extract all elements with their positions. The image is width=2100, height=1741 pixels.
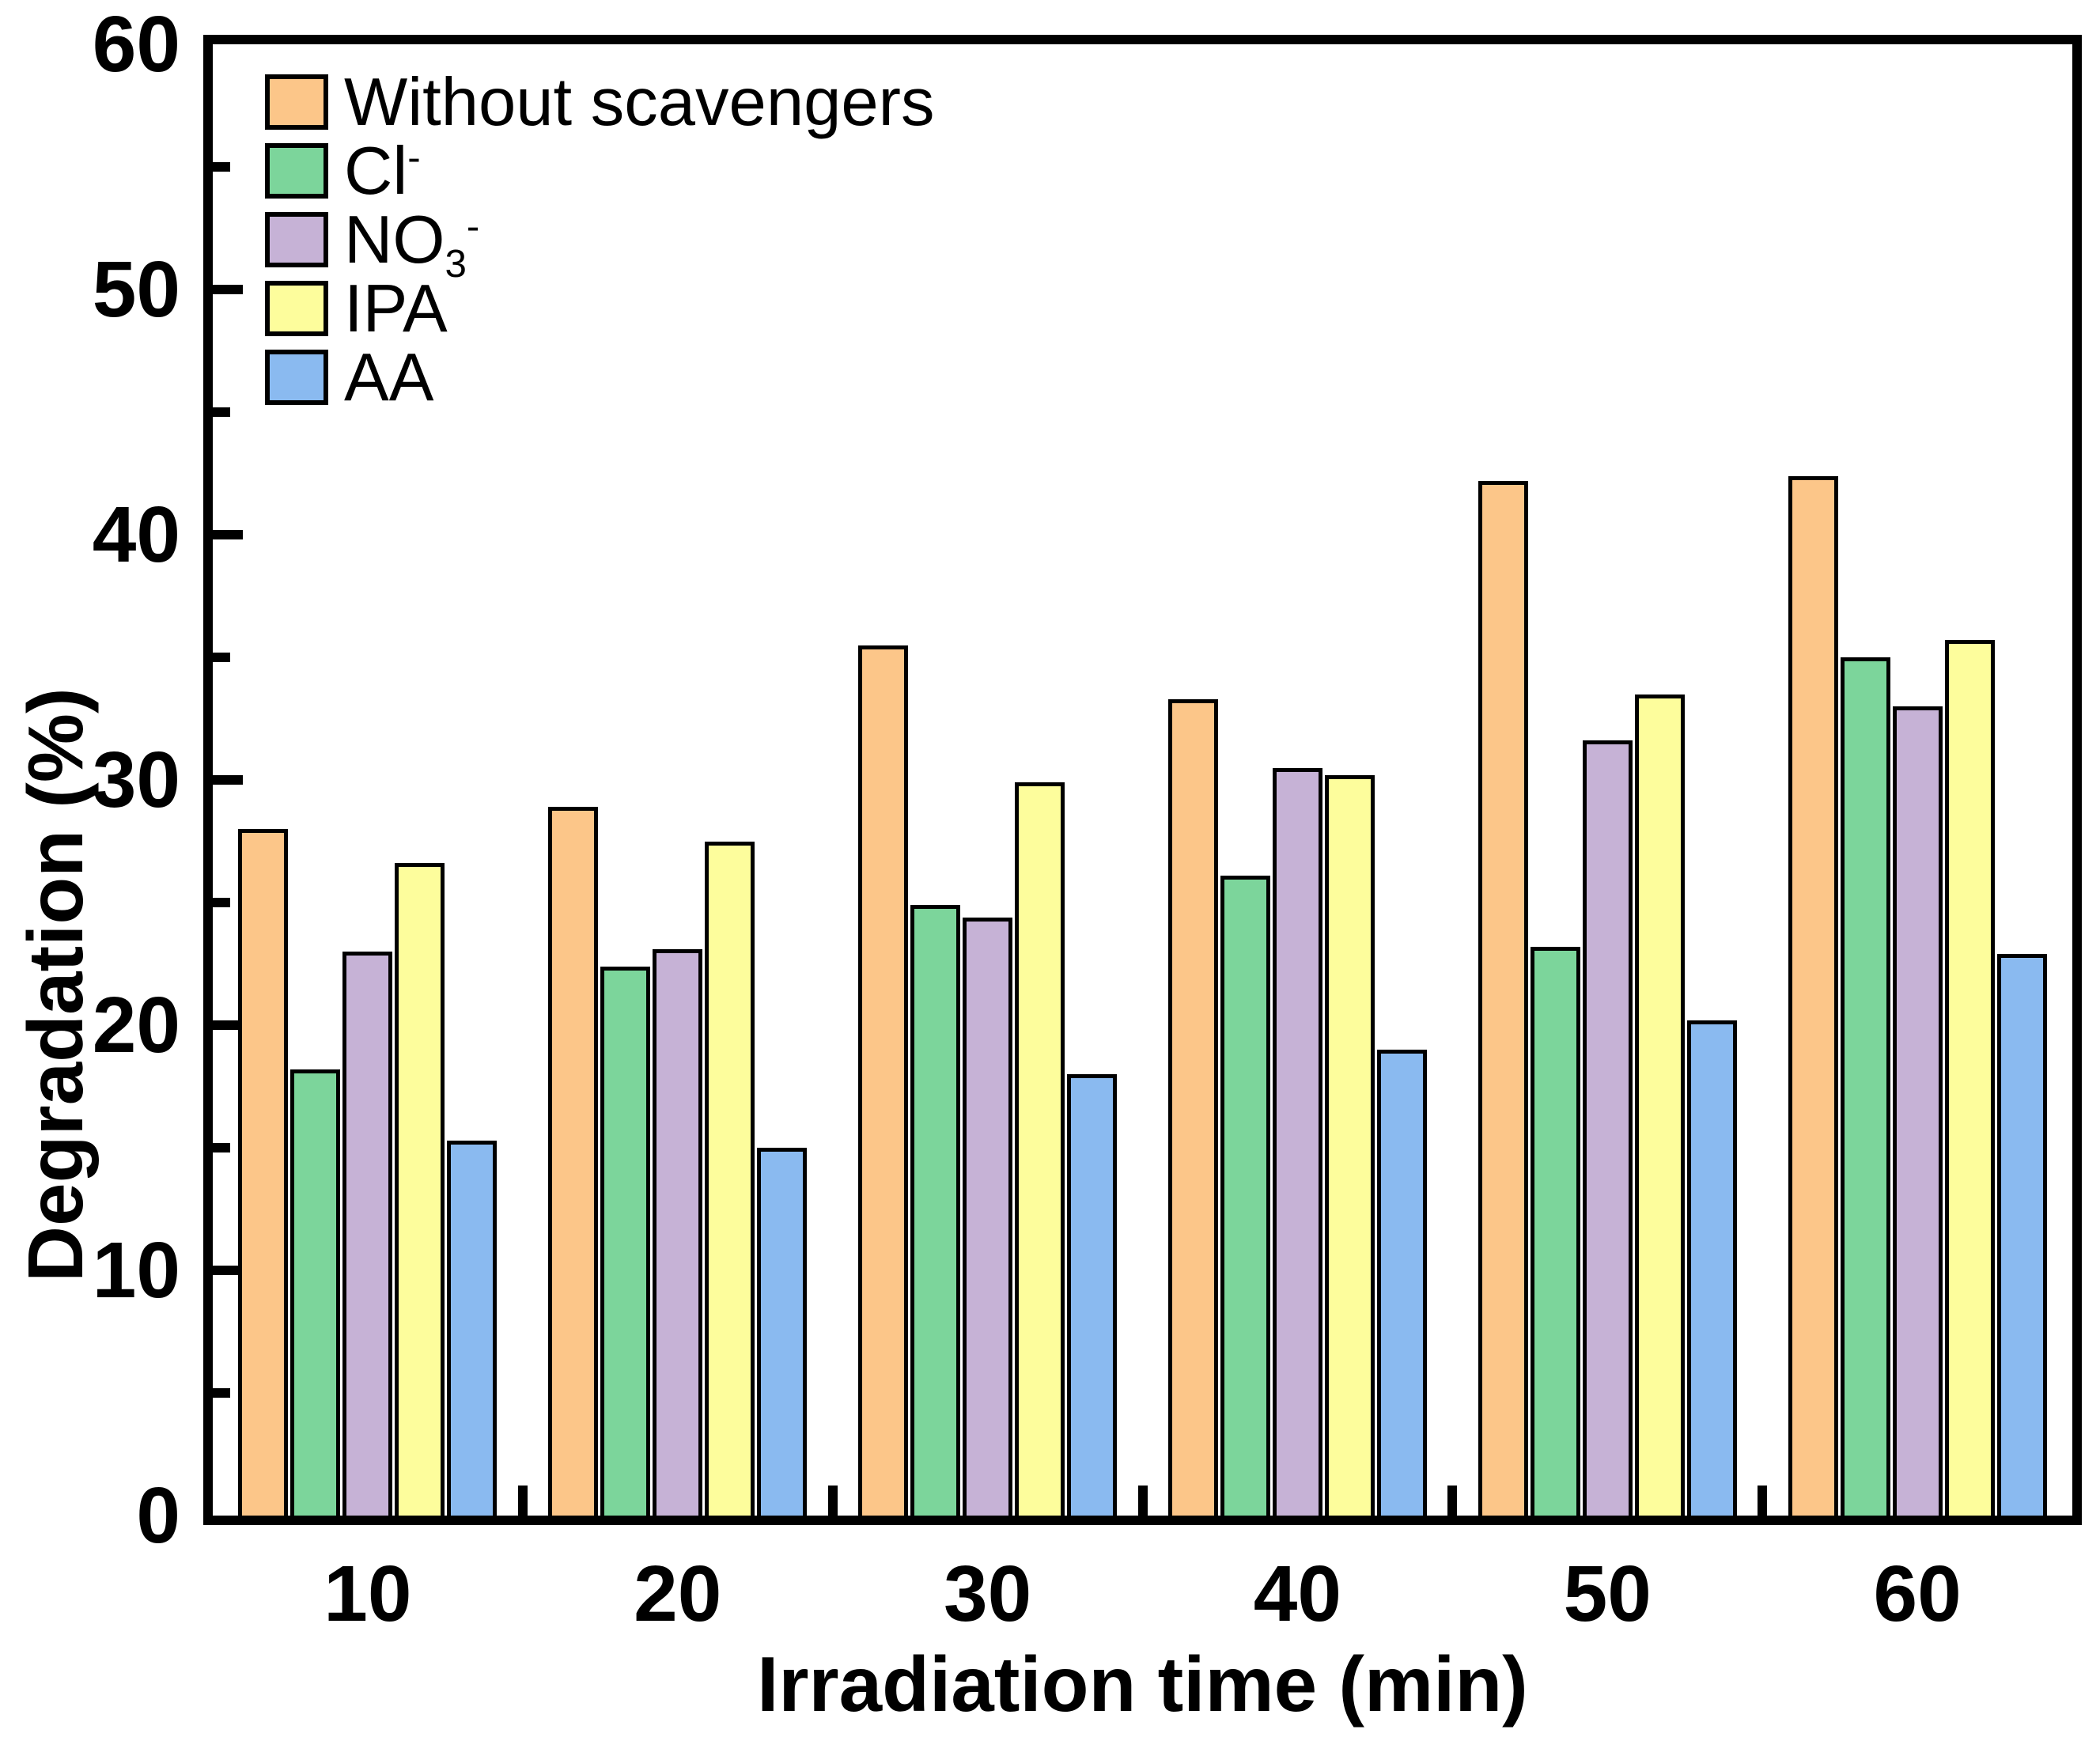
y-major-tick-40	[213, 529, 243, 539]
x-axis-tick-labels: 10 20 30 40 50 60	[213, 1554, 2072, 1649]
legend-label-cl: Cl-	[344, 133, 421, 209]
legend-item-ipa: IPA	[265, 275, 934, 343]
legend: Without scavengers Cl- NO3- IPA AA	[265, 69, 934, 418]
y-minor-tick-15	[213, 1143, 230, 1152]
bar-groups	[213, 44, 2072, 1516]
bar-ipa-40min	[1324, 774, 1375, 1516]
legend-swatch-aa	[265, 350, 328, 405]
bar-ipa-50min	[1634, 694, 1685, 1516]
bar-aa-20min	[757, 1148, 808, 1516]
bar-aa-50min	[1686, 1020, 1737, 1516]
bar-ipa-60min	[1944, 640, 1995, 1516]
bar-cl-50min	[1530, 946, 1580, 1516]
y-minor-tick-5	[213, 1388, 230, 1398]
bar-cl-40min	[1220, 875, 1270, 1516]
bar-cl-30min	[910, 905, 961, 1516]
bar-without-scavengers-10min	[238, 829, 289, 1516]
x-boundary-tick-5	[1758, 1486, 1768, 1516]
bar-ipa-10min	[395, 863, 445, 1516]
bar-aa-60min	[1996, 954, 2047, 1516]
x-boundary-tick-4	[1447, 1486, 1458, 1516]
bar-no3-60min	[1892, 706, 1943, 1516]
legend-swatch-cl	[265, 143, 328, 199]
bar-cl-20min	[600, 966, 651, 1516]
bar-group-20	[523, 44, 833, 1516]
bar-no3-20min	[653, 948, 703, 1516]
x-tick-label-20: 20	[634, 1550, 722, 1638]
bar-aa-10min	[447, 1140, 498, 1516]
legend-swatch-ipa	[265, 281, 328, 336]
legend-item-without-scavengers: Without scavengers	[265, 69, 934, 136]
y-minor-tick-35	[213, 653, 230, 662]
y-major-tick-10	[213, 1266, 243, 1275]
bar-group-30	[833, 44, 1143, 1516]
x-boundary-tick-3	[1137, 1486, 1148, 1516]
bar-group-10	[213, 44, 523, 1516]
legend-item-no3: NO3-	[265, 206, 934, 283]
legend-label-without-scavengers: Without scavengers	[344, 64, 935, 140]
legend-swatch-no3	[265, 212, 328, 267]
bar-without-scavengers-20min	[548, 807, 599, 1516]
y-minor-tick-45	[213, 407, 230, 417]
legend-label-ipa: IPA	[344, 271, 448, 346]
y-major-tick-20	[213, 1020, 243, 1030]
bar-cl-10min	[290, 1069, 341, 1516]
x-axis-ticks	[213, 44, 2072, 1516]
bar-without-scavengers-60min	[1788, 475, 1838, 1516]
bar-no3-30min	[963, 917, 1013, 1516]
bar-no3-10min	[342, 952, 393, 1516]
legend-item-cl: Cl-	[265, 138, 934, 205]
y-tick-label-10: 10	[92, 1226, 180, 1315]
x-boundary-tick-2	[827, 1486, 838, 1516]
x-boundary-tick-1	[517, 1486, 528, 1516]
legend-label-aa: AA	[344, 339, 434, 415]
y-minor-tick-25	[213, 898, 230, 907]
legend-swatch-without-scavengers	[265, 74, 328, 130]
x-tick-label-40: 40	[1253, 1550, 1342, 1638]
x-tick-label-60: 60	[1873, 1550, 1962, 1638]
y-tick-label-40: 40	[92, 490, 180, 579]
bar-no3-50min	[1582, 740, 1633, 1516]
y-axis-ticks	[213, 44, 2072, 1516]
bar-no3-40min	[1272, 767, 1322, 1516]
bar-group-60	[1762, 44, 2072, 1516]
bar-cl-60min	[1840, 657, 1890, 1516]
y-tick-label-30: 30	[92, 736, 180, 824]
legend-item-aa: AA	[265, 344, 934, 411]
y-axis-tick-labels: 0 10 20 30 40 50 60	[0, 5, 180, 1555]
plot-area: Without scavengers Cl- NO3- IPA AA	[203, 35, 2082, 1525]
y-tick-label-0: 0	[136, 1471, 180, 1560]
bar-without-scavengers-30min	[858, 645, 909, 1516]
x-tick-label-50: 50	[1563, 1550, 1652, 1638]
bar-group-50	[1452, 44, 1762, 1516]
y-tick-label-20: 20	[92, 980, 180, 1069]
x-axis-title: Irradiation time (min)	[757, 1641, 1528, 1728]
bar-without-scavengers-50min	[1478, 480, 1528, 1516]
bar-ipa-20min	[705, 841, 755, 1516]
x-tick-label-30: 30	[943, 1550, 1032, 1638]
y-tick-label-60: 60	[92, 0, 180, 89]
bar-aa-30min	[1067, 1074, 1118, 1516]
y-major-tick-50	[213, 284, 243, 294]
bar-group-40	[1142, 44, 1452, 1516]
legend-label-no3: NO3-	[344, 202, 480, 286]
y-minor-tick-55	[213, 161, 230, 172]
bar-ipa-30min	[1015, 782, 1065, 1516]
bar-aa-40min	[1376, 1050, 1427, 1516]
y-tick-label-50: 50	[92, 244, 180, 334]
bar-without-scavengers-40min	[1167, 698, 1218, 1516]
x-tick-label-10: 10	[324, 1550, 412, 1638]
y-major-tick-30	[213, 775, 243, 785]
